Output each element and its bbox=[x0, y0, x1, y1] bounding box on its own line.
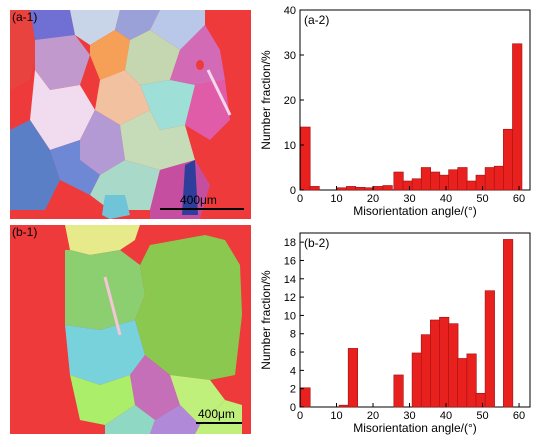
bar-a2-19 bbox=[493, 165, 505, 191]
bar-a2-14 bbox=[448, 169, 459, 191]
ytick-label-b2-9: 18 bbox=[284, 237, 296, 249]
xtick-label-b2-5: 50 bbox=[476, 410, 488, 422]
bar-a2-15 bbox=[457, 167, 468, 191]
bar-a2-13 bbox=[439, 174, 450, 191]
bar-a2-2 bbox=[336, 187, 348, 191]
bar-a2-1 bbox=[309, 186, 320, 191]
bar-a2-17 bbox=[475, 174, 486, 191]
ebsd-map-a1 bbox=[10, 10, 251, 219]
xtick-label-a2-1: 10 bbox=[330, 193, 342, 205]
xtick-label-a2-5: 50 bbox=[476, 193, 488, 205]
xtick-label-a2-4: 40 bbox=[440, 193, 452, 205]
ytick-label-b2-0: 0 bbox=[290, 402, 296, 414]
bar-a2-10 bbox=[411, 178, 422, 191]
panel-label-b2: (b-2) bbox=[304, 236, 329, 250]
bar-a2-20 bbox=[503, 128, 514, 191]
xtick-label-a2-3: 30 bbox=[403, 193, 415, 205]
panel-label-a1: (a-1) bbox=[12, 10, 38, 24]
ytick-label-a2-4: 40 bbox=[284, 5, 296, 17]
bar-b2-3 bbox=[393, 374, 404, 408]
ytick-label-b2-1: 2 bbox=[290, 384, 296, 396]
bar-b2-7 bbox=[439, 316, 450, 408]
xlabel-a2: Misorientation angle/(°) bbox=[353, 204, 477, 218]
micrograph-a1: (a-1) 400μm bbox=[10, 10, 251, 219]
plot-frame-b2 bbox=[299, 232, 531, 408]
xtick-label-a2-6: 60 bbox=[513, 193, 525, 205]
ytick-label-b2-7: 14 bbox=[284, 274, 296, 286]
ytick-label-b2-3: 6 bbox=[290, 347, 296, 359]
bar-a2-0 bbox=[300, 126, 311, 191]
ytick-label-a2-2: 20 bbox=[284, 95, 296, 107]
bar-b2-8 bbox=[448, 323, 459, 408]
bar-b2-4 bbox=[411, 352, 422, 408]
bar-b2-13 bbox=[503, 239, 514, 408]
bar-a2-6 bbox=[373, 186, 384, 191]
ebsd-map-b1 bbox=[10, 225, 251, 434]
bar-b2-2 bbox=[347, 348, 358, 408]
bar-b2-1 bbox=[338, 404, 349, 408]
bar-a2-18 bbox=[484, 167, 495, 191]
xtick-label-b2-3: 30 bbox=[403, 410, 415, 422]
bar-b2-5 bbox=[420, 334, 431, 408]
ylabel-a2: Number fraction/% bbox=[259, 50, 273, 150]
micrograph-b1: (b-1) 400μm bbox=[10, 225, 251, 434]
ytick-label-b2-6: 12 bbox=[284, 292, 296, 304]
xlabel-b2: Misorientation angle/(°) bbox=[353, 421, 477, 435]
xtick-label-b2-0: 0 bbox=[297, 410, 303, 422]
bar-a2-21 bbox=[512, 43, 523, 191]
ytick-label-b2-5: 10 bbox=[284, 310, 296, 322]
ylabel-b2: Number fraction/% bbox=[259, 270, 273, 370]
ytick-label-a2-1: 10 bbox=[284, 140, 296, 152]
xtick-label-b2-4: 40 bbox=[440, 410, 452, 422]
bar-a2-4 bbox=[355, 187, 366, 191]
xtick-label-a2-2: 20 bbox=[367, 193, 379, 205]
bar-a2-3 bbox=[346, 186, 357, 191]
bar-b2-10 bbox=[466, 353, 477, 408]
panel-label-b1: (b-1) bbox=[12, 225, 38, 239]
bar-b2-0 bbox=[300, 387, 311, 408]
xtick-label-b2-1: 10 bbox=[330, 410, 342, 422]
bar-b2-6 bbox=[430, 319, 441, 408]
bar-b2-11 bbox=[475, 392, 486, 408]
bar-b2-12 bbox=[484, 290, 495, 408]
bar-b2-9 bbox=[457, 358, 468, 408]
bar-a2-12 bbox=[430, 171, 441, 191]
scale-bar-label-a1: 400μm bbox=[180, 193, 217, 207]
panel-label-a2: (a-2) bbox=[304, 13, 329, 27]
scale-bar-b1 bbox=[196, 422, 242, 424]
bar-a2-9 bbox=[402, 180, 413, 191]
xtick-label-b2-6: 60 bbox=[513, 410, 525, 422]
scale-bar-a1 bbox=[160, 208, 244, 210]
bar-a2-7 bbox=[382, 185, 393, 191]
ytick-label-b2-2: 4 bbox=[290, 365, 296, 377]
xtick-label-a2-0: 0 bbox=[297, 193, 303, 205]
plot-frame-a2 bbox=[299, 9, 531, 191]
bar-a2-16 bbox=[466, 180, 477, 191]
ytick-label-b2-4: 8 bbox=[290, 329, 296, 341]
scale-bar-label-b1: 400μm bbox=[198, 407, 235, 421]
xtick-label-b2-2: 20 bbox=[367, 410, 379, 422]
bar-a2-8 bbox=[393, 171, 404, 191]
ytick-label-b2-8: 16 bbox=[284, 255, 296, 267]
bar-a2-5 bbox=[364, 187, 375, 191]
ytick-label-a2-0: 0 bbox=[290, 185, 296, 197]
ytick-label-a2-3: 30 bbox=[284, 50, 296, 62]
bar-a2-11 bbox=[420, 167, 431, 191]
